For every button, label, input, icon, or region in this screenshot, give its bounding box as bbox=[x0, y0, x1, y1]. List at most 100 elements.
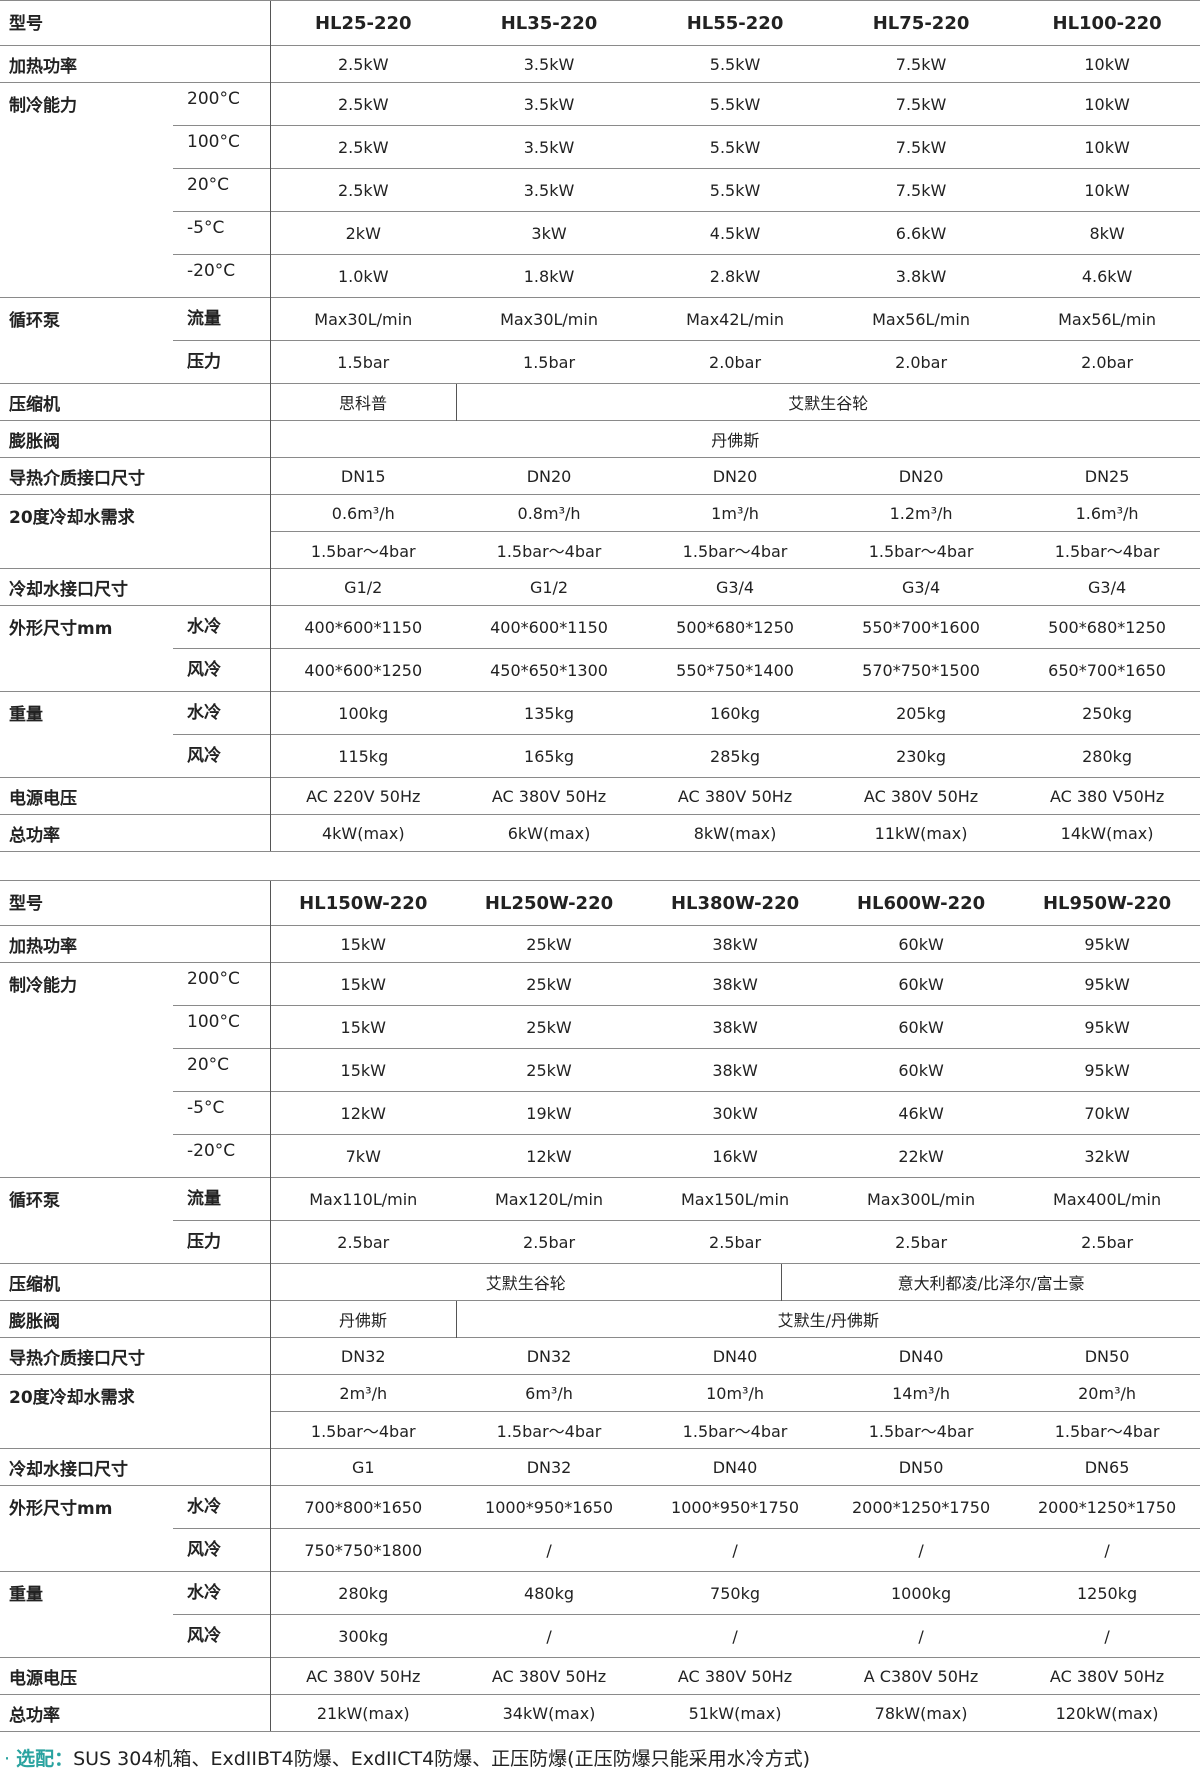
table-row: 100°C 15kW 25kW 38kW 60kW 95kW bbox=[0, 1005, 1200, 1049]
table-row: 风冷 400*600*1250 450*650*1300 550*750*1400 57… bbox=[0, 648, 1200, 692]
table-cell: Max30L/min bbox=[269, 297, 457, 341]
table-cell: AC 380V 50Hz bbox=[642, 777, 829, 815]
table-cell: 1.5bar～4bar bbox=[269, 1411, 457, 1449]
table-row: 导热介质接口尺寸 DN15 DN20 DN20 DN20 DN25 bbox=[0, 457, 1200, 495]
table-cell: 3.5kW bbox=[456, 45, 643, 83]
row-label: 加热功率 bbox=[0, 45, 270, 83]
table-cell: 205kg bbox=[828, 691, 1015, 735]
table-cell: Max56L/min bbox=[828, 297, 1015, 341]
table-cell: 2.5bar bbox=[1014, 1220, 1200, 1264]
table-cell: 2kW bbox=[269, 211, 457, 255]
table-cell: 19kW bbox=[456, 1091, 643, 1135]
table-cell: 6.6kW bbox=[828, 211, 1015, 255]
table-cell: 5.5kW bbox=[642, 45, 829, 83]
table-cell: 34kW(max) bbox=[456, 1694, 643, 1732]
row-label: 压缩机 bbox=[0, 1263, 270, 1301]
row-label: 导热介质接口尺寸 bbox=[0, 457, 270, 495]
table-cell: 3.5kW bbox=[456, 82, 643, 126]
table-cell: 思科普 bbox=[269, 383, 457, 421]
table-cell: 100kg bbox=[269, 691, 457, 735]
table-cell: 500*680*1250 bbox=[642, 605, 829, 649]
table-row: 20度冷却水需求 0.6m³/h 0.8m³/h 1m³/h 1.2m³/h 1.6m³/… bbox=[0, 494, 1200, 569]
table-cell: DN32 bbox=[456, 1337, 643, 1375]
table-cell: G1/2 bbox=[456, 568, 643, 606]
table-cell: 20m³/h bbox=[1014, 1374, 1200, 1412]
table-cell: 6m³/h bbox=[456, 1374, 643, 1412]
table-cell: AC 380V 50Hz bbox=[456, 1657, 643, 1695]
table-cell: Max42L/min bbox=[642, 297, 829, 341]
options-text: SUS 304机箱、ExdIIBT4防爆、ExdIICT4防爆、正压防爆(正压防… bbox=[73, 1748, 810, 1770]
table-row: 压力 1.5bar 1.5bar 2.0bar 2.0bar 2.0bar bbox=[0, 340, 1200, 384]
table-cell: 95kW bbox=[1014, 1005, 1200, 1049]
table-cell: AC 380V 50Hz bbox=[269, 1657, 457, 1695]
table-cell: Max110L/min bbox=[269, 1177, 457, 1221]
table-cell: 8kW bbox=[1014, 211, 1200, 255]
table-cell: AC 380 V50Hz bbox=[1014, 777, 1200, 815]
row-label: 制冷能力 bbox=[0, 82, 173, 298]
row-sublabel: 200°C bbox=[173, 82, 270, 126]
row-sublabel: 水冷 bbox=[173, 691, 270, 735]
table-cell: 1.5bar～4bar bbox=[269, 531, 457, 569]
table-cell: / bbox=[1014, 1528, 1200, 1572]
row-label: 总功率 bbox=[0, 814, 270, 852]
table-cell: 21kW(max) bbox=[269, 1694, 457, 1732]
table-cell: 400*600*1150 bbox=[269, 605, 457, 649]
table-row: 20°C 2.5kW 3.5kW 5.5kW 7.5kW 10kW bbox=[0, 168, 1200, 212]
table-cell: 25kW bbox=[456, 1048, 643, 1092]
table-row: 循环泵 流量 Max110L/min Max120L/min Max150L/min Ma… bbox=[0, 1177, 1200, 1264]
table-cell: DN40 bbox=[828, 1337, 1015, 1375]
table-row: 风冷 750*750*1800// / / bbox=[0, 1528, 1200, 1572]
table-row: 外形尺寸mm 水冷 400*600*1150 400*600*1150 500*680*… bbox=[0, 605, 1200, 692]
row-label: 外形尺寸mm bbox=[0, 1485, 173, 1572]
table-cell: 4kW(max) bbox=[269, 814, 457, 852]
table-cell: Max120L/min bbox=[456, 1177, 643, 1221]
table-row: 重量 水冷 100kg 135kg 160kg 205kg 250kg bbox=[0, 691, 1200, 778]
table-cell: 480kg bbox=[456, 1571, 643, 1615]
options-label: 选配： bbox=[16, 1748, 74, 1770]
table-cell: 750kg bbox=[642, 1571, 829, 1615]
table-cell: 95kW bbox=[1014, 925, 1200, 963]
row-label: 压缩机 bbox=[0, 383, 270, 421]
row-sublabel: 200°C bbox=[173, 962, 270, 1006]
table-cell: 60kW bbox=[828, 1005, 1015, 1049]
table-cell: / bbox=[828, 1528, 1015, 1572]
table-cell: 1.5bar～4bar bbox=[642, 1411, 829, 1449]
row-sublabel: 压力 bbox=[173, 340, 270, 384]
table-row: 压缩机 艾默生谷轮 意大利都凌/比泽尔/富士豪 bbox=[0, 1263, 1200, 1301]
table-cell: 4.6kW bbox=[1014, 254, 1200, 298]
table-row: 20度冷却水需求 2m³/h 6m³/h 10m³/h 14m³/h 20m³/h bbox=[0, 1374, 1200, 1449]
table-cell: 280kg bbox=[269, 1571, 457, 1615]
table-cell: 95kW bbox=[1014, 1048, 1200, 1092]
bullet: · bbox=[4, 1748, 11, 1770]
table-cell: G1 bbox=[269, 1448, 457, 1486]
table-cell: 285kg bbox=[642, 734, 829, 778]
table-cell: 10kW bbox=[1014, 125, 1200, 169]
table-cell: 78kW(max) bbox=[828, 1694, 1015, 1732]
table-cell: 1.5bar bbox=[456, 340, 643, 384]
table-row: 1.5bar～4bar 1.5bar～4bar 1.5bar～4bar 1.5bar～… bbox=[0, 1411, 1200, 1449]
table-cell: 16kW bbox=[642, 1134, 829, 1178]
table-cell: 1.8kW bbox=[456, 254, 643, 298]
table-cell: 25kW bbox=[456, 962, 643, 1006]
table-cell: 15kW bbox=[269, 1048, 457, 1092]
row-sublabel: 压力 bbox=[173, 1220, 270, 1264]
table-cell: 1.6m³/h bbox=[1014, 494, 1200, 532]
row-label: 冷却水接口尺寸 bbox=[0, 1448, 270, 1486]
table-cell: 3kW bbox=[456, 211, 643, 255]
table-cell: 2.5kW bbox=[269, 168, 457, 212]
table-row: 20°C 15kW 25kW 38kW 60kW 95kW bbox=[0, 1048, 1200, 1092]
table-cell: 6kW(max) bbox=[456, 814, 643, 852]
table-cell: DN40 bbox=[642, 1337, 829, 1375]
table-cell: 1.5bar～4bar bbox=[456, 531, 643, 569]
table-cell: DN20 bbox=[642, 457, 829, 495]
table-cell: 450*650*1300 bbox=[456, 648, 643, 692]
table-cell: 7kW bbox=[269, 1134, 457, 1178]
table-row: 循环泵 流量 Max30L/min Max30L/min Max42L/min Max56… bbox=[0, 297, 1200, 384]
table-cell: 160kg bbox=[642, 691, 829, 735]
table-row: 加热功率 2.5kW 3.5kW 5.5kW 7.5kW 10kW bbox=[0, 45, 1200, 83]
table-cell: DN15 bbox=[269, 457, 457, 495]
table-cell: 550*750*1400 bbox=[642, 648, 829, 692]
model-name: HL250W-220 bbox=[456, 880, 643, 926]
row-label: 膨胀阀 bbox=[0, 420, 270, 458]
table-cell: 艾默生/丹佛斯 bbox=[455, 1300, 1200, 1338]
